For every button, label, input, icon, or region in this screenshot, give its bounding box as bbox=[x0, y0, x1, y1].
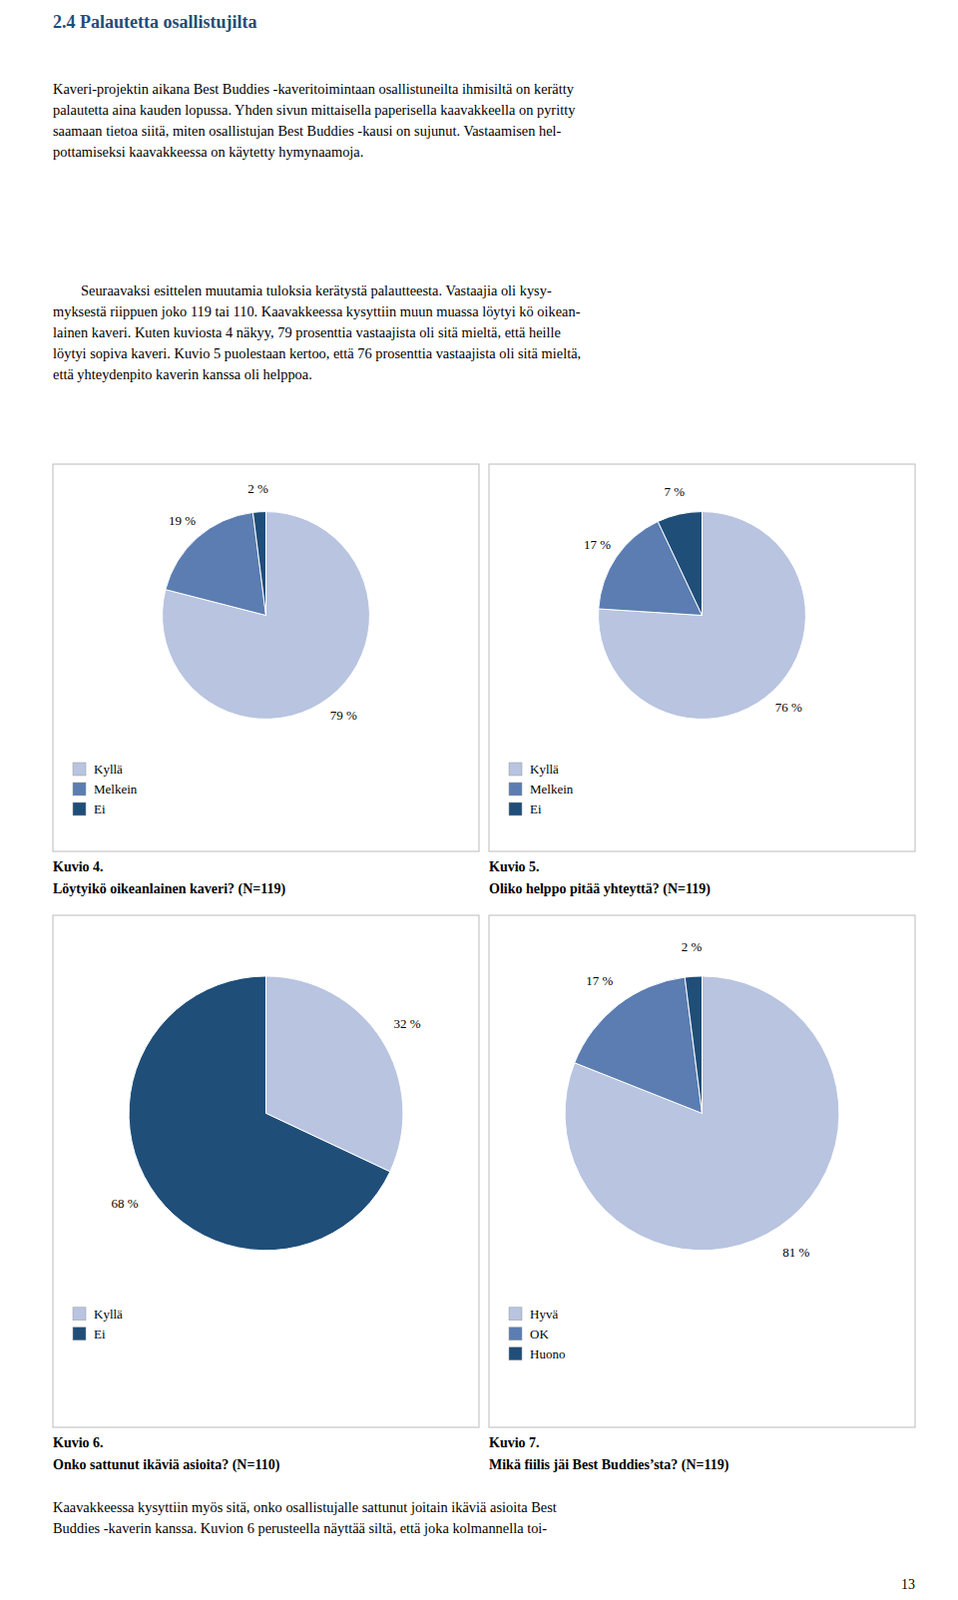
chart-subtitle: Oliko helppo pitää yhteyttä? (N=119) bbox=[488, 881, 711, 898]
legend-item: Huono bbox=[508, 1346, 565, 1362]
chart-title: Kuvio 5. bbox=[488, 859, 540, 875]
legend: Hyvä OK Huono bbox=[508, 1306, 565, 1362]
data-label: 76 % bbox=[775, 699, 803, 715]
body-text: löytyi sopiva kaveri. Kuvio 5 puolestaan… bbox=[52, 345, 581, 362]
pie-slice bbox=[684, 975, 702, 1113]
body-text: että yhteydenpito kaverin kanssa oli hel… bbox=[52, 366, 313, 383]
legend-swatch bbox=[508, 1307, 522, 1321]
pie-slice bbox=[165, 511, 267, 615]
pie-chart: 32 % 68 % Kyllä Ei Kuvio 6. Onko sattunut ikä… bbox=[52, 915, 479, 1473]
data-label: 2 % bbox=[247, 480, 269, 496]
pie-chart: 79 % 19 % 2 % Kyllä Melkein Ei Kuvio 4. Löytyik… bbox=[52, 464, 479, 898]
legend-label: OK bbox=[529, 1326, 549, 1342]
body-text: palautetta aina kauden lopussa. Yhden si… bbox=[52, 101, 576, 118]
data-label: 7 % bbox=[664, 483, 686, 499]
chart-title: Kuvio 6. bbox=[52, 1435, 104, 1450]
pie-slice bbox=[564, 975, 840, 1251]
legend: Kyllä Melkein Ei bbox=[72, 761, 138, 817]
pie: 32 % 68 % bbox=[110, 975, 421, 1251]
data-label: 81 % bbox=[782, 1244, 810, 1260]
data-label: 32 % bbox=[393, 1015, 421, 1031]
footer-text: Buddies -kaverin kanssa. Kuvion 6 perust… bbox=[52, 1519, 547, 1536]
page-number: 13 bbox=[901, 1576, 916, 1592]
data-label: 19 % bbox=[168, 512, 196, 528]
chart-subtitle: Onko sattunut ikäviä asioita? (N=110) bbox=[52, 1456, 281, 1473]
legend-item: OK bbox=[508, 1326, 549, 1342]
legend-swatch bbox=[72, 782, 86, 796]
pie-chart: 76 % 17 % 7 % Kyllä Melkein Ei Kuvio 5. Oliko h… bbox=[488, 464, 916, 898]
legend-swatch bbox=[508, 782, 522, 796]
legend-label: Ei bbox=[93, 801, 106, 817]
chart-subtitle: Mikä fiilis jäi Best Buddies’sta? (N=119… bbox=[488, 1456, 730, 1473]
body-text: Seuraavaksi esittelen muutamia tuloksia … bbox=[80, 282, 552, 299]
pie-slice bbox=[252, 511, 266, 616]
legend-swatch bbox=[72, 1307, 86, 1321]
legend-label: Kyllä bbox=[93, 761, 123, 777]
legend-item: Ei bbox=[72, 801, 106, 817]
legend-item: Melkein bbox=[508, 781, 574, 797]
legend: Kyllä Melkein Ei bbox=[508, 761, 574, 817]
chart-subtitle: Löytyikö oikeanlainen kaveri? (N=119) bbox=[52, 881, 286, 898]
data-label: 79 % bbox=[330, 707, 358, 723]
chart-title: Kuvio 4. bbox=[52, 859, 104, 875]
legend: Kyllä Ei bbox=[72, 1306, 123, 1342]
data-label: 2 % bbox=[681, 939, 703, 955]
body-text: lainen kaveri. Kuten kuviosta 4 näkyy, 7… bbox=[52, 324, 561, 341]
legend-item: Kyllä bbox=[72, 761, 123, 777]
pie-slice bbox=[574, 976, 703, 1113]
pie-slice bbox=[657, 511, 702, 616]
chart-title: Kuvio 7. bbox=[488, 1435, 540, 1450]
pie-slice bbox=[598, 511, 807, 720]
legend-swatch bbox=[508, 802, 522, 816]
body-text: pottamiseksi kaavakkeessa on käytetty hy… bbox=[52, 143, 364, 160]
chart-frame bbox=[52, 915, 479, 1428]
data-label: 17 % bbox=[585, 972, 613, 988]
legend-item: Melkein bbox=[72, 781, 138, 797]
body-text: myksestä riippuen joko 119 tai 110. Kaav… bbox=[52, 303, 581, 320]
legend-swatch bbox=[72, 762, 86, 776]
legend-item: Hyvä bbox=[508, 1306, 558, 1322]
legend-item: Kyllä bbox=[72, 1306, 123, 1322]
pie: 76 % 17 % 7 % bbox=[583, 483, 806, 719]
legend-item: Ei bbox=[508, 801, 542, 817]
legend-item: Kyllä bbox=[508, 761, 559, 777]
pie-slice bbox=[128, 975, 391, 1251]
chart-frame bbox=[52, 464, 479, 852]
data-label: 17 % bbox=[583, 536, 611, 552]
legend-label: Ei bbox=[93, 1326, 106, 1342]
legend-swatch bbox=[508, 762, 522, 776]
legend-label: Melkein bbox=[529, 781, 574, 797]
legend-label: Kyllä bbox=[93, 1306, 123, 1322]
body-text: Kaveri-projektin aikana Best Buddies -ka… bbox=[52, 80, 575, 97]
data-label: 68 % bbox=[110, 1195, 138, 1211]
legend-item: Ei bbox=[72, 1326, 106, 1342]
legend-swatch bbox=[72, 1327, 86, 1341]
legend-label: Ei bbox=[529, 801, 542, 817]
pie-slice bbox=[162, 511, 371, 720]
pie-chart: 81 % 17 % 2 % Hyvä OK Huono Kuvio 7. Mikä fiili… bbox=[488, 915, 916, 1473]
legend-label: Hyvä bbox=[529, 1306, 558, 1322]
footer-text: Kaavakkeessa kysyttiin myös sitä, onko o… bbox=[52, 1498, 557, 1515]
legend-swatch bbox=[508, 1327, 522, 1341]
legend-swatch bbox=[72, 802, 86, 816]
legend-swatch bbox=[508, 1347, 522, 1361]
pie: 81 % 17 % 2 % bbox=[564, 939, 840, 1260]
page: 2.4 Palautetta osallistujilta Kaveri-proj… bbox=[0, 0, 958, 1600]
legend-label: Huono bbox=[529, 1346, 565, 1362]
legend-label: Melkein bbox=[93, 781, 138, 797]
chart-frame bbox=[488, 464, 916, 852]
body-text: saamaan tietoa siitä, miten osallistujan… bbox=[52, 122, 562, 139]
legend-label: Kyllä bbox=[529, 761, 559, 777]
title: 2.4 Palautetta osallistujilta bbox=[52, 11, 258, 32]
chart-frame bbox=[488, 915, 916, 1428]
pie: 79 % 19 % 2 % bbox=[162, 480, 371, 723]
